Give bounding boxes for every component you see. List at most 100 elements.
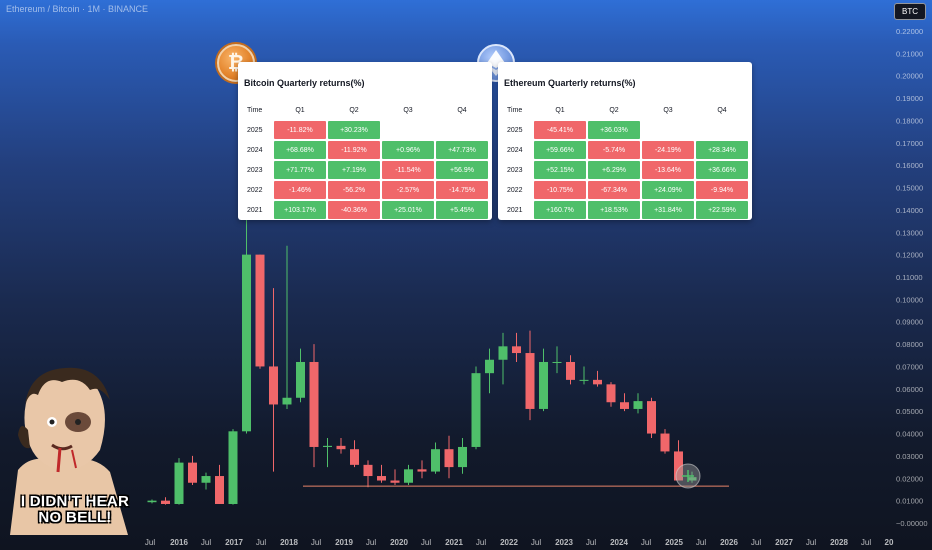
return-cell: -5.74%: [588, 141, 640, 159]
y-tick-label: 0.14000: [896, 206, 923, 215]
candle: [404, 464, 413, 485]
column-header: Q1: [295, 106, 305, 114]
table-row: 2024 +68.68% -11.92% +0.96% +47.73%: [245, 141, 488, 159]
candle-body: [647, 401, 656, 434]
candle-body: [309, 361, 319, 447]
table-row: 2021 +103.17% -40.36% +25.01% +5.45%: [245, 201, 488, 219]
symbol-title[interactable]: Ethereum / Bitcoin · 1M · BINANCE: [6, 4, 149, 14]
year-cell: 2021: [507, 206, 523, 214]
return-cell: +18.53%: [588, 201, 640, 219]
return-cell: -1.46%: [274, 181, 326, 199]
ethereum-returns-title: Ethereum Quarterly returns(%): [504, 78, 636, 88]
column-header: Q4: [457, 106, 467, 114]
candle: [255, 254, 265, 369]
candle: [363, 460, 373, 488]
x-tick-label: Jul: [145, 538, 155, 547]
x-tick-label: 2024: [610, 538, 628, 547]
candle: [417, 460, 427, 479]
return-cell: +36.03%: [588, 121, 640, 139]
return-cell: -11.54%: [382, 161, 434, 179]
column-header: Time: [507, 106, 523, 114]
candle: [377, 464, 386, 483]
candle: [579, 366, 589, 385]
candle: [647, 397, 656, 439]
column-header: Q2: [609, 106, 619, 114]
return-cell: -67.34%: [588, 181, 640, 199]
return-cell: +103.17%: [274, 201, 326, 219]
y-tick-label: 0.13000: [896, 228, 923, 237]
year-cell: 2025: [247, 126, 263, 134]
candle-body: [228, 431, 238, 504]
x-tick-label: Jul: [806, 538, 816, 547]
table-row: 2025 -45.41% +36.03%: [505, 121, 748, 139]
return-cell: -45.41%: [534, 121, 586, 139]
table-row: 2023 +52.15% +6.29% -13.64% +36.66%: [505, 161, 748, 179]
meme-character-image: [10, 367, 128, 535]
candle: [147, 499, 157, 504]
x-tick-label: 2020: [390, 538, 408, 547]
column-header: Q2: [349, 106, 359, 114]
column-header: Q3: [663, 106, 673, 114]
x-tick-label: Jul: [861, 538, 871, 547]
candle-body: [417, 469, 427, 472]
x-axis[interactable]: Jul 2016 Jul 2017 Jul 2018 Jul 2019 Jul 2020 Jul 20…: [145, 538, 894, 547]
y-tick-label: 0.22000: [896, 27, 923, 36]
return-cell: +0.96%: [382, 141, 434, 159]
return-cell: -24.19%: [642, 141, 694, 159]
candle: [242, 218, 251, 434]
x-tick-label: 2019: [335, 538, 353, 547]
y-tick-label: 0.03000: [896, 452, 923, 461]
candle: [525, 330, 535, 421]
candle-body: [512, 346, 521, 354]
candle: [174, 458, 184, 505]
ethereum-returns-panel: Ethereum Quarterly returns(%) Time Q1 Q2 Q3…: [498, 62, 752, 220]
table-header-row: Time Q1 Q2 Q3 Q4: [505, 101, 748, 119]
column-header: Q1: [555, 106, 565, 114]
btc-badge[interactable]: BTC: [894, 3, 926, 20]
return-cell: -2.57%: [382, 181, 434, 199]
ethereum-returns-table: Time Q1 Q2 Q3 Q4 2025 -45.41% +36.03% 2024 +59.66…: [503, 99, 750, 221]
return-cell: -56.2%: [328, 181, 380, 199]
candle-body: [377, 476, 386, 481]
candle-body: [242, 254, 251, 432]
candle-body: [525, 353, 535, 409]
return-cell: +47.73%: [436, 141, 488, 159]
candle: [161, 497, 170, 505]
year-cell: 2024: [247, 146, 263, 154]
return-cell: [642, 121, 694, 139]
x-tick-label: Jul: [421, 538, 431, 547]
x-tick-label: 2018: [280, 538, 298, 547]
year-cell: 2023: [247, 166, 263, 174]
y-tick-label: 0.15000: [896, 184, 923, 193]
table-row: 2023 +71.77% +7.19% -11.54% +56.9%: [245, 161, 488, 179]
column-header: Time: [247, 106, 263, 114]
x-tick-label: Jul: [641, 538, 651, 547]
candle-body: [471, 373, 481, 447]
return-cell: +160.7%: [534, 201, 586, 219]
candle-body: [201, 476, 211, 483]
return-cell: +52.15%: [534, 161, 586, 179]
y-tick-label: 0.19000: [896, 94, 923, 103]
candle: [188, 455, 197, 485]
x-tick-label: 2016: [170, 538, 188, 547]
candle: [498, 332, 508, 385]
y-axis[interactable]: 0.22000 0.21000 0.20000 0.19000 0.18000 0.170…: [896, 27, 928, 528]
candle-body: [147, 500, 157, 503]
candle: [606, 382, 616, 407]
candle: [674, 440, 683, 481]
return-cell: +36.66%: [696, 161, 748, 179]
return-cell: +22.59%: [696, 201, 748, 219]
candle-body: [674, 451, 683, 481]
candle-body: [161, 500, 170, 504]
candle: [390, 469, 400, 485]
table-row: 2024 +59.66% -5.74% -24.19% +28.34%: [505, 141, 748, 159]
meme-caption-line-1: I DIDN'T HEAR: [20, 493, 130, 510]
y-tick-label: 0.21000: [896, 49, 923, 58]
x-tick-label: Jul: [586, 538, 596, 547]
candle: [593, 370, 602, 387]
candle: [539, 348, 548, 412]
y-tick-label: 0.02000: [896, 474, 923, 483]
candle-body: [444, 449, 454, 468]
candle: [431, 442, 440, 474]
